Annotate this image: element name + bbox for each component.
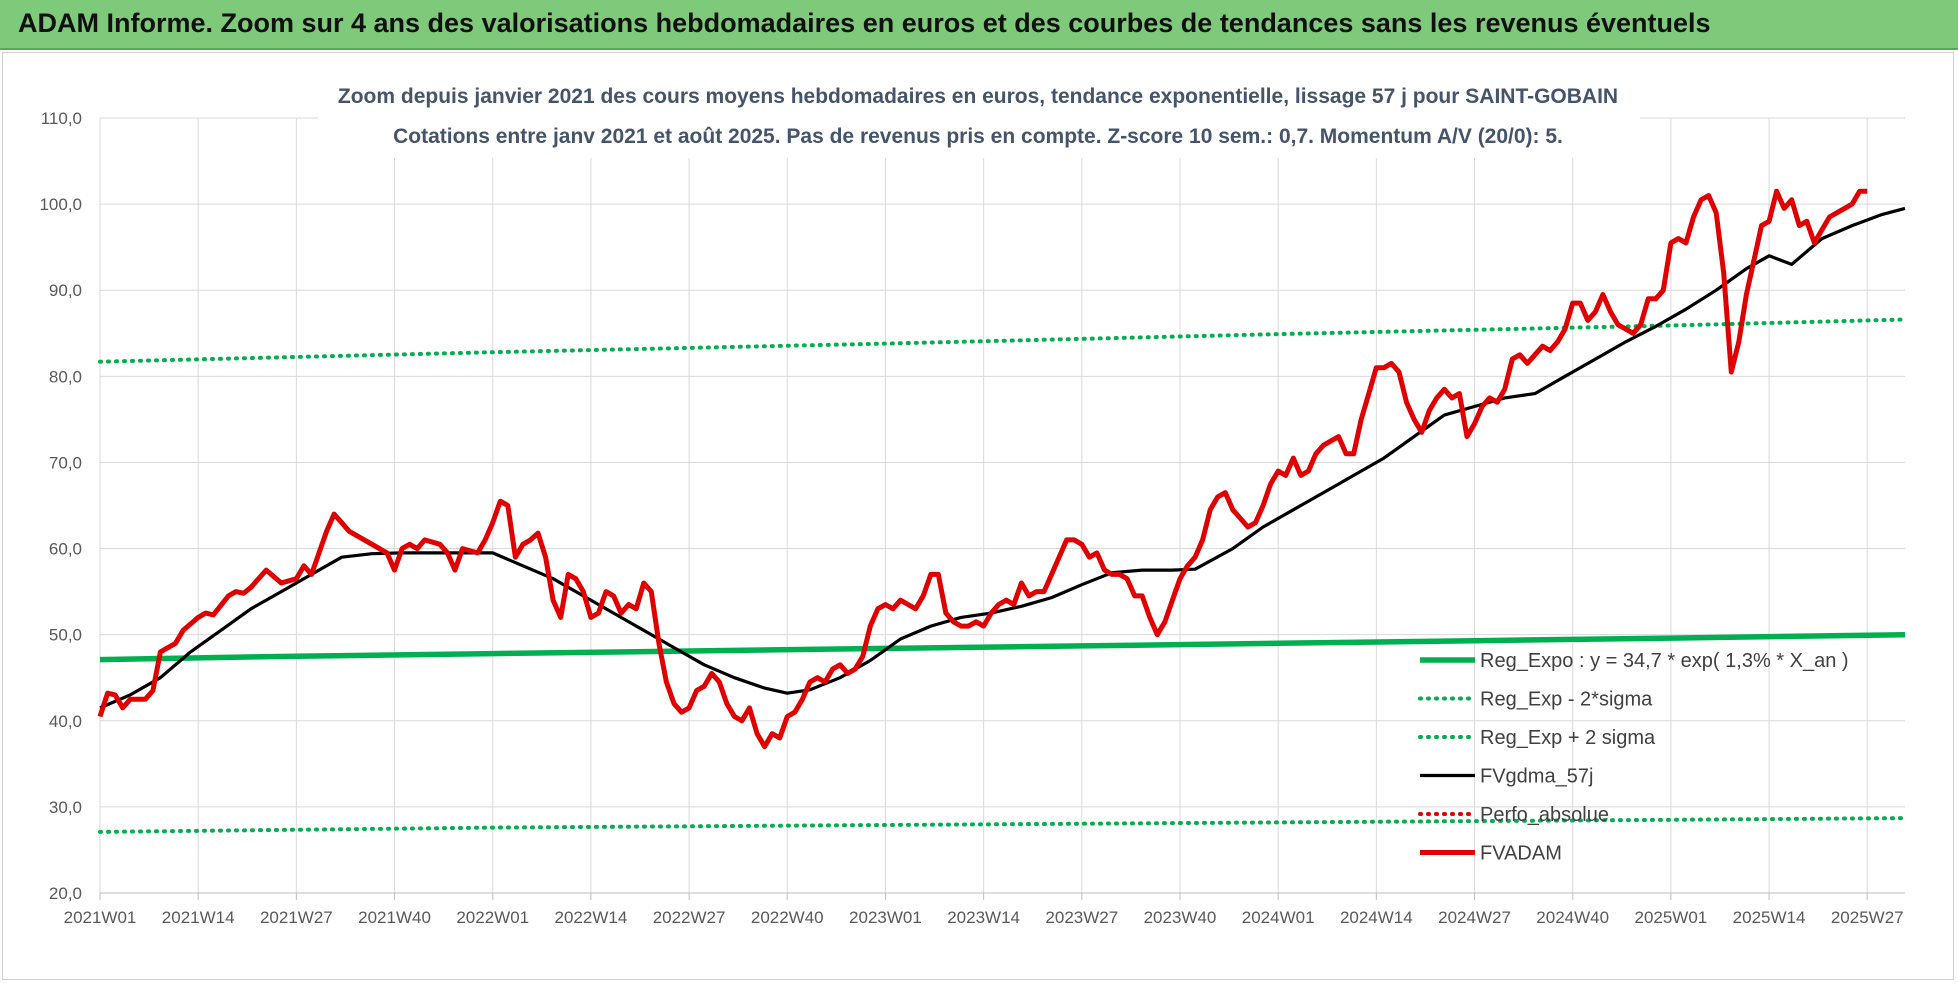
x-tick-label: 2021W14 [162, 908, 235, 927]
x-tick-label: 2025W01 [1634, 908, 1707, 927]
y-tick-label: 110,0 [41, 109, 82, 128]
x-tick-label: 2022W40 [751, 908, 824, 927]
legend-label: FVADAM [1480, 843, 1562, 865]
x-axis: 2021W01 2021W14 2021W27 2021W40 2022W01 2022W… [64, 892, 1905, 927]
x-tick-label: 2023W01 [849, 908, 922, 927]
title-background [318, 84, 1640, 158]
y-tick-label: 30,0 [49, 798, 82, 817]
chart-frame [2, 52, 1954, 980]
legend-label: FVgdma_57j [1480, 766, 1593, 788]
y-tick-label: 40,0 [49, 712, 82, 731]
legend-label: Perfo_absolue [1480, 804, 1609, 826]
chart-subtitle: Cotations entre janv 2021 et août 2025. … [393, 125, 1563, 148]
grid-lines [99, 117, 1905, 894]
y-tick-label: 20,0 [49, 884, 82, 903]
x-tick-label: 2021W01 [64, 908, 137, 927]
x-tick-label: 2024W14 [1340, 908, 1413, 927]
series-line-reg-expo [99, 631, 1906, 663]
series-line-fvgdma-57j [99, 206, 1906, 710]
series-line-reg-exp [98, 317, 1907, 364]
legend-label: Reg_Exp - 2*sigma [1480, 689, 1653, 711]
x-tick-label: 2022W27 [653, 908, 726, 927]
y-axis: 20,0 30,0 40,0 50,0 60,0 70,0 80,0 90,0 100,0 110… [39, 109, 82, 903]
x-tick-label: 2025W14 [1733, 908, 1806, 927]
x-tick-label: 2023W40 [1144, 908, 1217, 927]
legend: Reg_Expo : y = 34,7 * exp( 1,3% * X_an )… [1410, 637, 1880, 877]
series-group [97, 188, 1907, 834]
x-tick-label: 2022W01 [456, 908, 529, 927]
x-tick-label: 2024W01 [1242, 908, 1315, 927]
report-title: ADAM Informe. Zoom sur 4 ans des valoris… [18, 8, 1711, 38]
series-line-reg-exp [98, 816, 1907, 834]
x-tick-label: 2022W14 [555, 908, 628, 927]
y-tick-label: 60,0 [49, 540, 82, 559]
x-tick-label: 2023W27 [1045, 908, 1118, 927]
x-tick-label: 2025W27 [1831, 908, 1904, 927]
x-tick-label: 2024W40 [1536, 908, 1609, 927]
y-tick-label: 80,0 [49, 367, 82, 386]
x-tick-label: 2021W40 [358, 908, 431, 927]
legend-label: Reg_Expo : y = 34,7 * exp( 1,3% * X_an ) [1480, 650, 1849, 672]
legend-box [1410, 637, 1880, 877]
x-tick-label: 2023W14 [947, 908, 1020, 927]
report-banner: ADAM Informe. Zoom sur 4 ans des valoris… [0, 0, 1958, 50]
y-tick-label: 100,0 [39, 195, 82, 214]
chart-title: Zoom depuis janvier 2021 des cours moyen… [338, 85, 1618, 108]
x-tick-label: 2024W27 [1438, 908, 1511, 927]
y-tick-label: 90,0 [49, 281, 82, 300]
y-tick-label: 70,0 [49, 453, 82, 472]
y-tick-label: 50,0 [49, 626, 82, 645]
series-line-fvadam [97, 188, 1868, 750]
x-tick-label: 2021W27 [260, 908, 333, 927]
legend-label: Reg_Exp + 2 sigma [1480, 727, 1656, 749]
